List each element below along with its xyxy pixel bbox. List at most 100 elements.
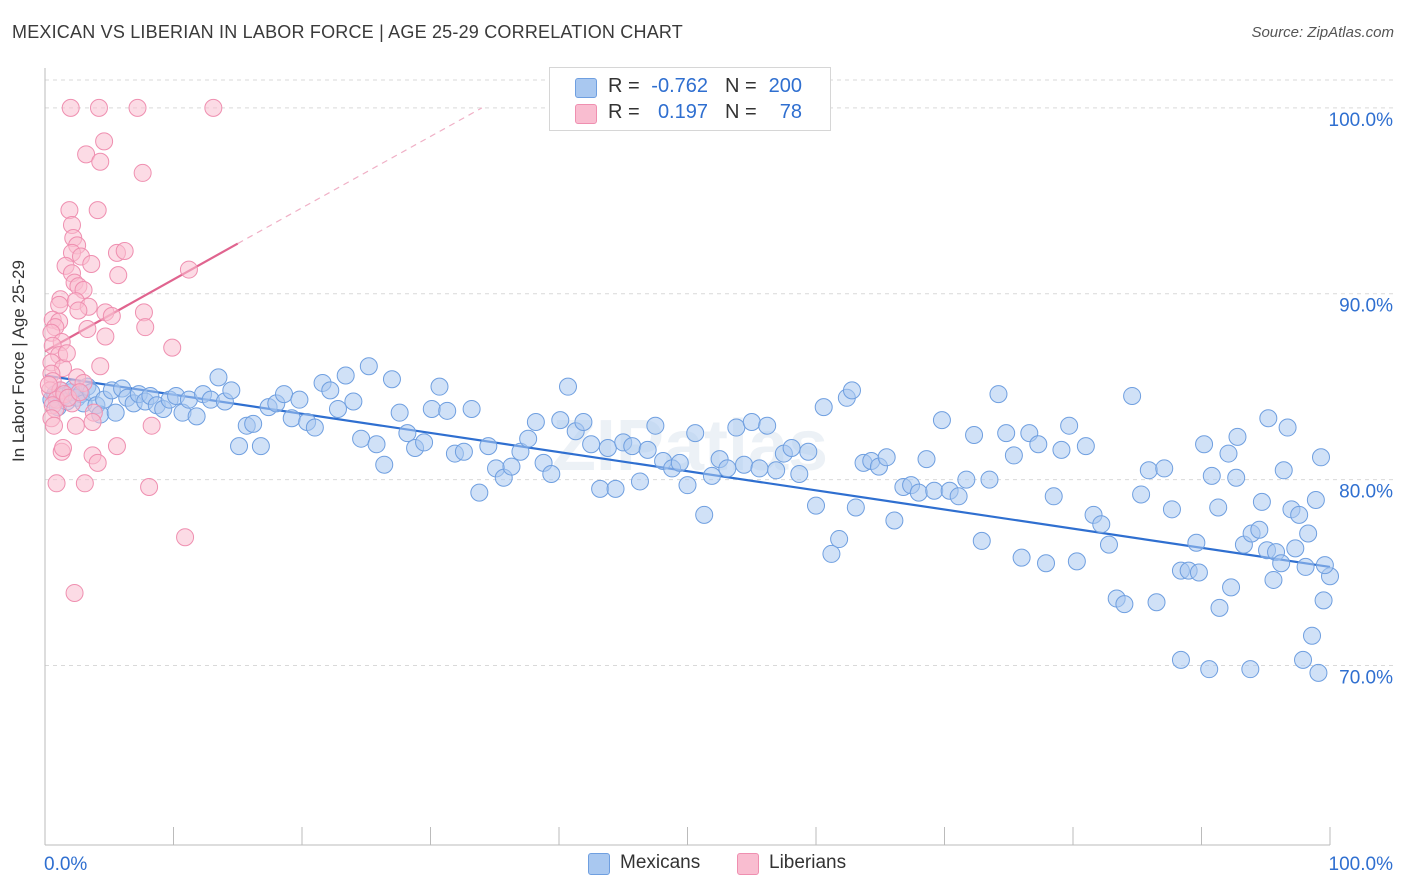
mexicans-point <box>1187 533 1206 552</box>
mexicans-point <box>814 398 833 417</box>
mexicans-legend-swatch <box>588 853 610 875</box>
mexicans-point <box>1037 554 1056 573</box>
mexicans-point <box>980 470 999 489</box>
x-tick-label-min: 0.0% <box>44 854 87 875</box>
mexicans-point <box>551 411 570 430</box>
x-tick-labels: 0.0% 100.0% <box>44 854 1393 875</box>
mexicans-point <box>1209 498 1228 517</box>
r-label: R = <box>608 101 640 123</box>
mexicans-point <box>822 544 841 563</box>
mexicans-point <box>972 531 991 550</box>
mexicans-point <box>758 416 777 435</box>
liberians-point <box>91 152 110 171</box>
liberians-point <box>136 318 155 337</box>
mexicans-point <box>932 411 951 430</box>
r-label: R = <box>608 75 640 97</box>
liberians-point <box>96 327 115 346</box>
liberians-point <box>134 303 153 322</box>
liberians-point <box>140 478 159 497</box>
mexicans-point <box>1241 660 1260 679</box>
liberians-point <box>88 453 107 472</box>
mexicans-point <box>1299 524 1318 543</box>
mexicans-point <box>1264 570 1283 589</box>
mexicans-point <box>877 448 896 467</box>
mexicans-point <box>282 409 301 428</box>
mexicans-point <box>646 416 665 435</box>
liberians-legend-label: Liberians <box>769 852 847 873</box>
liberians-point <box>142 416 161 435</box>
n-label: N = <box>725 101 757 123</box>
mexicans-point <box>1286 539 1305 558</box>
mexicans-point <box>842 381 861 400</box>
n-label: N = <box>725 75 757 97</box>
mexicans-point <box>1278 418 1297 437</box>
liberians-legend-swatch <box>737 853 759 875</box>
liberians-point <box>163 338 182 357</box>
mexicans-point <box>558 377 577 396</box>
mexicans-point <box>695 505 714 524</box>
mexicans-point <box>321 381 340 400</box>
mexicans-point <box>244 414 263 433</box>
mexicans-point <box>454 442 473 461</box>
mexicans-point <box>1195 435 1214 454</box>
mexicans-point <box>574 412 593 431</box>
mexicans-point <box>1314 591 1333 610</box>
mexicans-point <box>222 381 241 400</box>
mexicans-point <box>1219 444 1238 463</box>
liberians-point <box>176 528 195 547</box>
mexicans-point <box>582 435 601 454</box>
r-value: -0.762 <box>651 75 708 97</box>
mexicans-point <box>390 403 409 422</box>
mexicans-point <box>767 461 786 480</box>
mexicans-point <box>1147 593 1166 612</box>
mexicans-point <box>1306 491 1325 510</box>
mexicans-point <box>230 437 249 456</box>
mexicans-point <box>382 370 401 389</box>
mexicans-point <box>479 437 498 456</box>
liberians-point <box>44 416 63 435</box>
data-points <box>39 98 1339 682</box>
liberians-point <box>70 383 89 402</box>
mexicans-point <box>336 366 355 385</box>
mexicans-point <box>1274 461 1293 480</box>
liberians-point <box>53 438 72 457</box>
mexicans-point <box>735 455 754 474</box>
mexicans-point <box>1202 466 1221 485</box>
mexicans-point <box>727 418 746 437</box>
mexicans-point <box>1060 416 1079 435</box>
mexicans-point <box>1092 515 1111 534</box>
mexicans-point <box>630 472 649 491</box>
mexicans-point <box>502 457 521 476</box>
mexicans-point <box>925 481 944 500</box>
mexicans-point <box>1029 435 1048 454</box>
y-tick-label: 100.0% <box>1329 110 1394 131</box>
liberians-point <box>77 145 96 164</box>
y-tick-label: 80.0% <box>1339 482 1393 503</box>
liberians-point <box>75 474 94 493</box>
mexicans-point <box>1309 663 1328 682</box>
mexicans-point <box>1250 520 1269 539</box>
mexicans-point <box>251 437 270 456</box>
mexicans-point <box>1171 650 1190 669</box>
mexicans-point <box>638 440 657 459</box>
mexicans-point <box>1272 554 1291 573</box>
mexicans-point <box>909 483 928 502</box>
mexicans-point <box>415 433 434 452</box>
mexicans-point <box>398 424 417 443</box>
mexicans-point <box>1123 386 1142 405</box>
mexicans-point <box>422 399 441 418</box>
y-tick-labels: 70.0% 80.0% 90.0% 100.0% <box>1329 110 1394 689</box>
mexicans-point <box>949 487 968 506</box>
mexicans-point <box>1012 548 1031 567</box>
liberians-point <box>78 320 97 339</box>
mexicans-point <box>846 498 865 517</box>
mexicans-point <box>1315 556 1334 575</box>
mexicans-point <box>1303 626 1322 645</box>
y-tick-label: 90.0% <box>1339 296 1393 317</box>
mexicans-point <box>1004 446 1023 465</box>
mexicans-point <box>1099 535 1118 554</box>
liberians-point <box>133 163 152 182</box>
mexicans-point <box>742 412 761 431</box>
liberians-point <box>204 98 223 117</box>
